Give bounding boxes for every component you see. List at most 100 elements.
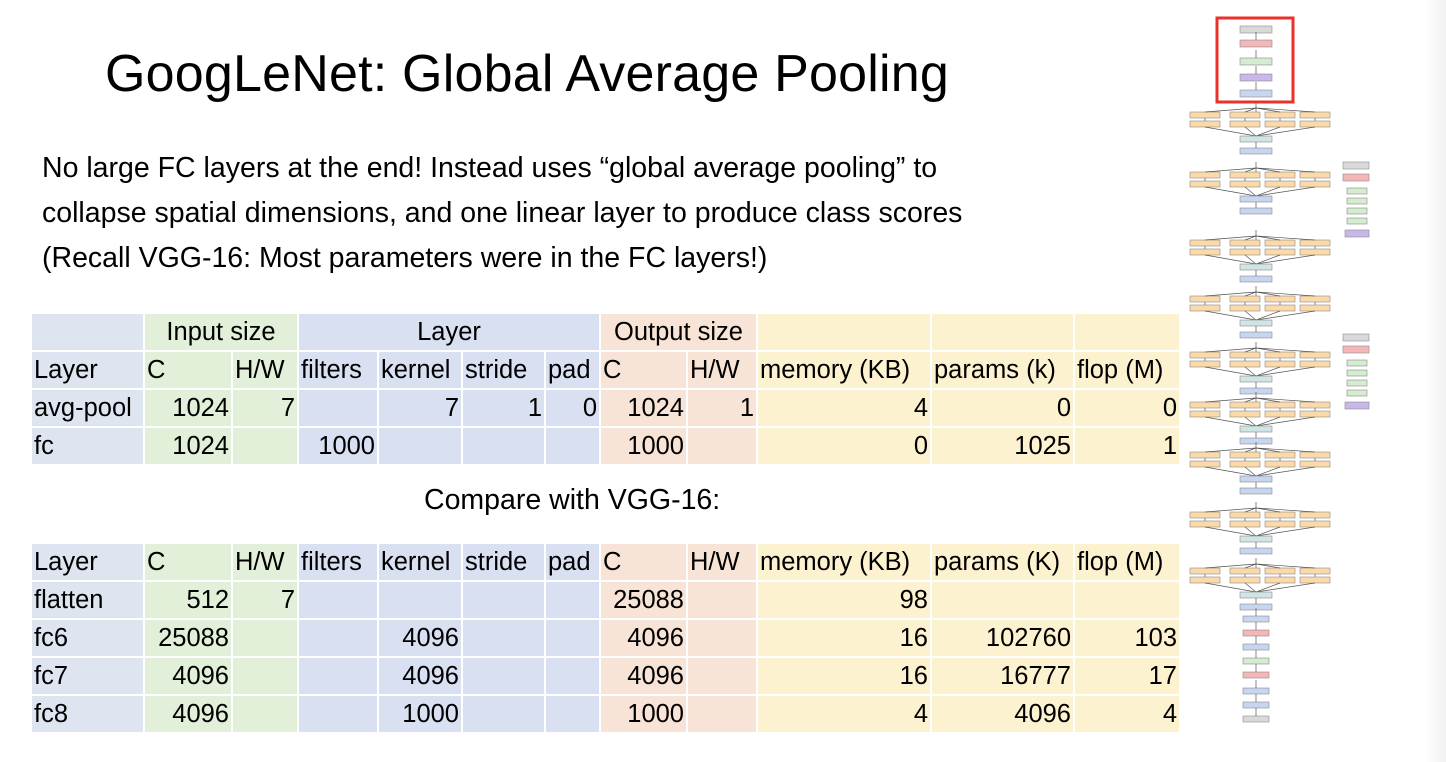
diagram-edge: [1244, 107, 1257, 113]
inception-branch: [1264, 304, 1296, 312]
table-cell: 17: [1075, 658, 1179, 694]
diagram-edge: [1204, 291, 1257, 297]
column-header-row: Layer C H/W filters kernel stride pad C …: [32, 544, 1179, 580]
highlight-box: [1215, 16, 1295, 104]
inception-branch: [1189, 567, 1221, 575]
group-header-empty: [758, 314, 930, 350]
inception-branch: [1299, 239, 1331, 247]
diagram-edge: [1255, 507, 1316, 513]
inception-branch: [1229, 460, 1261, 468]
description-line-3: (Recall VGG-16: Most parameters were in …: [42, 242, 768, 274]
inception-branch: [1229, 111, 1261, 119]
diagram-edge: [1204, 507, 1257, 513]
table-cell: [546, 620, 599, 656]
table-cell: [233, 428, 297, 464]
header-cell: params (K): [932, 544, 1073, 580]
concat-layer: [1239, 375, 1273, 383]
aux-layer: [1342, 345, 1370, 354]
diagram-edge: [1204, 107, 1257, 113]
diagram-edge: [1255, 235, 1316, 241]
inception-branch: [1229, 410, 1261, 418]
diagram-edge: [1255, 366, 1316, 377]
diagram-edge: [1255, 397, 1316, 403]
inception-branch: [1229, 401, 1261, 409]
table-cell: 98: [758, 582, 930, 618]
group-header-empty: [1075, 314, 1179, 350]
table-cell: 1: [463, 390, 544, 426]
diagram-edge: [1255, 466, 1281, 477]
diagram-edge: [1255, 126, 1281, 137]
header-cell: kernel: [379, 544, 461, 580]
table-cell: [546, 582, 599, 618]
table-cell: [1075, 582, 1179, 618]
inception-branch: [1189, 171, 1221, 179]
table-cell: 512: [145, 582, 231, 618]
inception-branch: [1229, 171, 1261, 179]
diagram-edge: [1204, 526, 1257, 537]
inception-branch: [1189, 401, 1221, 409]
inception-branch: [1299, 576, 1331, 584]
tail-layer: [1242, 629, 1270, 637]
table-cell: 4096: [145, 658, 231, 694]
header-cell: memory (KB): [758, 544, 930, 580]
aux-layer: [1342, 333, 1370, 342]
inception-branch: [1229, 567, 1261, 575]
table-cell: 4: [1075, 696, 1179, 732]
concat-layer: [1239, 591, 1273, 599]
description-line-1: No large FC layers at the end! Instead u…: [42, 152, 938, 184]
inception-branch: [1229, 295, 1261, 303]
diagram-edge: [1255, 167, 1316, 173]
inception-branch: [1264, 520, 1296, 528]
aux-layer: [1344, 401, 1370, 410]
inception-branch: [1189, 520, 1221, 528]
diagram-edge: [1255, 254, 1316, 265]
inception-branch: [1229, 351, 1261, 359]
diagram-edge: [1255, 310, 1281, 321]
inception-branch: [1264, 111, 1296, 119]
table-cell: 4: [758, 390, 930, 426]
pool-layer: [1239, 275, 1273, 283]
diagram-edge: [1244, 447, 1257, 453]
table-row: flatten 512 7 25088 98: [32, 582, 1179, 618]
inception-branch: [1264, 460, 1296, 468]
diagram-edge: [1204, 310, 1257, 321]
inception-branch: [1299, 360, 1331, 368]
table-cell: 1024: [145, 390, 231, 426]
diagram-edge: [1255, 507, 1281, 513]
diagram-edge: [1255, 397, 1281, 403]
inception-branch: [1299, 248, 1331, 256]
vgg16-table: Layer C H/W filters kernel stride pad C …: [30, 542, 1181, 734]
aux-layer: [1346, 389, 1368, 397]
inception-branch: [1189, 576, 1221, 584]
table-cell: [688, 696, 756, 732]
inception-branch: [1189, 111, 1221, 119]
diagram-edge: [1204, 347, 1257, 353]
description: No large FC layers at the end! Instead u…: [42, 146, 962, 281]
table-cell: [463, 428, 544, 464]
table-cell: 4096: [601, 658, 686, 694]
table-cell: 0: [932, 390, 1073, 426]
table-cell: [299, 582, 377, 618]
pool-layer: [1239, 147, 1273, 155]
table-row: fc6 25088 4096 4096 16 102760 103: [32, 620, 1179, 656]
stem-layer: [1239, 39, 1273, 48]
inception-branch: [1264, 360, 1296, 368]
tail-layer: [1242, 701, 1270, 709]
inception-branch: [1299, 180, 1331, 188]
diagram-edge: [1255, 167, 1281, 173]
diagram-edge: [1244, 310, 1257, 321]
concat-layer: [1239, 425, 1273, 433]
inception-branch: [1299, 120, 1331, 128]
stem-layer: [1239, 73, 1273, 82]
tail-layer: [1242, 657, 1270, 665]
diagram-edge: [1204, 366, 1257, 377]
inception-branch: [1189, 120, 1221, 128]
table-cell: 1025: [932, 428, 1073, 464]
slide-edge: [1424, 0, 1446, 762]
inception-branch: [1264, 511, 1296, 519]
table-cell: 16: [758, 658, 930, 694]
table-cell: [688, 620, 756, 656]
header-cell: H/W: [688, 352, 756, 388]
inception-branch: [1189, 295, 1221, 303]
tail-layer: [1242, 615, 1270, 623]
